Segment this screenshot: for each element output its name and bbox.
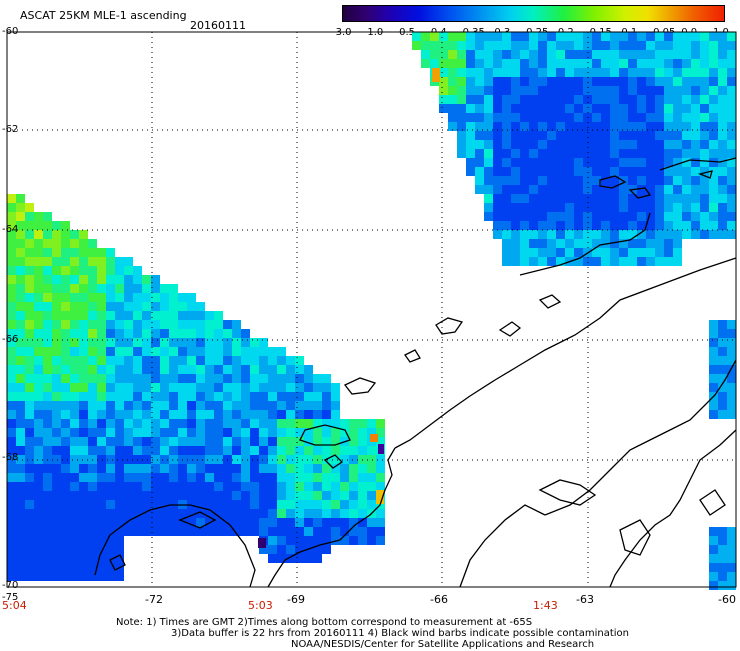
- lat-label: -62: [2, 124, 19, 135]
- coastline-layer: [94, 157, 737, 588]
- lon-label: -63: [576, 593, 594, 606]
- data-layer: [7, 32, 736, 590]
- note-line-1: Note: 1) Times are GMT 2)Times along bot…: [116, 617, 533, 628]
- lat-label: -64: [2, 224, 19, 235]
- lat-label: -60: [2, 26, 19, 37]
- time-label: 1:43: [533, 599, 558, 612]
- lon-label: -69: [287, 593, 305, 606]
- lon-label: -75: [2, 592, 19, 603]
- lon-label: -60: [718, 593, 736, 606]
- colorbar: [342, 5, 725, 22]
- time-label: 5:04: [2, 599, 27, 612]
- lat-label: -68: [2, 452, 19, 463]
- map-title: ASCAT 25KM MLE-1 ascending: [20, 9, 187, 22]
- lat-label: -66: [2, 334, 19, 345]
- map-frame: [6, 31, 737, 588]
- time-label: 5:03: [248, 599, 273, 612]
- note-line-3: NOAA/NESDIS/Center for Satellite Applica…: [291, 639, 595, 650]
- lat-label: -70: [2, 580, 19, 591]
- map-date: 20160111: [190, 19, 246, 32]
- lon-label: -72: [145, 593, 163, 606]
- lon-label: -66: [430, 593, 448, 606]
- note-line-2: 3)Data buffer is 22 hrs from 20160111 4)…: [171, 628, 629, 639]
